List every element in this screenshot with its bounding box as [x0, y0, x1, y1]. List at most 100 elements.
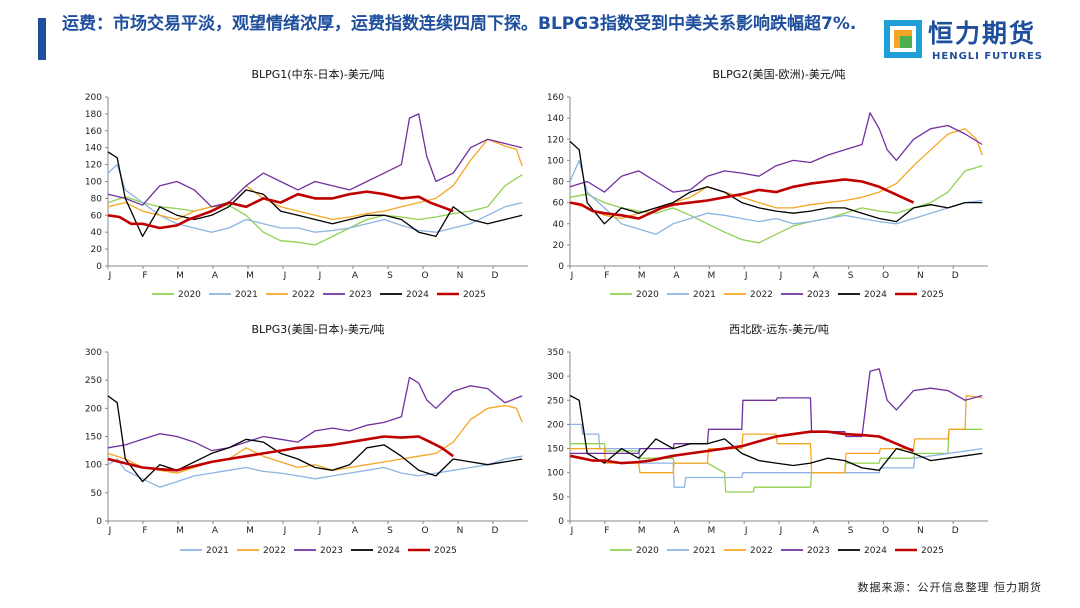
- series-line-2024: [569, 140, 983, 225]
- chart-title: 西北欧-远东-美元/吨: [729, 323, 829, 336]
- x-tick-label: J: [779, 271, 783, 281]
- x-tick-label: O: [421, 271, 428, 281]
- series-line-2020: [107, 174, 523, 246]
- series-line-2025: [107, 435, 454, 472]
- y-tick-label: 0: [558, 517, 564, 527]
- x-tick-label: J: [318, 271, 322, 281]
- legend-label-2021: 2021: [235, 290, 258, 300]
- x-tick-label: J: [318, 526, 322, 536]
- x-tick-label: N: [917, 526, 924, 536]
- x-tick-label: D: [952, 271, 959, 281]
- series-line-2023: [570, 368, 983, 455]
- y-tick-label: 160: [85, 127, 102, 137]
- x-tick-label: M: [246, 271, 254, 281]
- legend-label-2023: 2023: [349, 290, 372, 300]
- x-tick-label: F: [604, 526, 609, 536]
- y-tick-label: 150: [547, 445, 564, 455]
- x-tick-label: N: [457, 271, 464, 281]
- x-tick-label: F: [604, 271, 609, 281]
- x-tick-label: A: [673, 271, 680, 281]
- x-tick-label: F: [142, 526, 147, 536]
- x-tick-label: J: [744, 271, 748, 281]
- y-tick-label: 140: [85, 144, 102, 154]
- series-line-2024: [107, 395, 523, 483]
- y-tick-label: 60: [553, 199, 565, 209]
- chart-title: BLPG2(美国-欧洲)-美元/吨: [712, 68, 845, 81]
- y-tick-label: 180: [85, 110, 102, 120]
- x-tick-label: A: [212, 271, 219, 281]
- y-tick-label: 100: [547, 469, 564, 479]
- logo-text-en: HENGLI FUTURES: [932, 52, 1043, 62]
- series-line-2023: [107, 113, 523, 208]
- x-tick-label: A: [813, 271, 820, 281]
- x-tick-label: J: [570, 526, 574, 536]
- x-tick-label: M: [176, 271, 184, 281]
- y-tick-label: 250: [547, 396, 564, 406]
- series-line-2025: [569, 430, 915, 465]
- x-tick-label: J: [779, 526, 783, 536]
- legend-label-2025: 2025: [463, 290, 486, 300]
- legend-label-2020: 2020: [636, 290, 659, 300]
- legend-label-2024: 2024: [406, 290, 429, 300]
- chart-legend: 2021 2022 2023 2024 2025: [180, 546, 457, 556]
- y-tick-label: 80: [553, 178, 565, 188]
- x-tick-label: A: [673, 526, 680, 536]
- series-line-2022: [107, 138, 523, 221]
- legend-label-2022: 2022: [750, 546, 773, 556]
- y-tick-label: 0: [558, 262, 564, 272]
- y-tick-label: 200: [85, 404, 102, 414]
- series-line-2022: [570, 394, 983, 474]
- y-tick-label: 100: [85, 178, 102, 188]
- y-tick-label: 60: [91, 211, 103, 221]
- chart-2: BLPG2(美国-欧洲)-美元/吨 0 20 40 60 80 100 120 140 160 J F…: [547, 68, 988, 300]
- x-tick-label: M: [638, 271, 646, 281]
- x-tick-label: D: [492, 526, 499, 536]
- x-tick-label: A: [352, 526, 359, 536]
- y-tick-label: 150: [85, 433, 102, 443]
- title-accent-bar: [38, 18, 46, 60]
- legend-label-2023: 2023: [320, 546, 343, 556]
- y-tick-label: 100: [547, 156, 564, 166]
- x-tick-label: D: [952, 526, 959, 536]
- x-tick-label: S: [848, 271, 854, 281]
- series-line-2021: [107, 455, 523, 488]
- chart-4: 西北欧-远东-美元/吨 0 50 100 150 200 250 300 350 J F M A M J J A…: [547, 323, 988, 556]
- y-tick-label: 350: [547, 348, 564, 358]
- legend-label-2021: 2021: [693, 290, 716, 300]
- legend-label-2024: 2024: [864, 546, 887, 556]
- x-tick-label: S: [387, 526, 393, 536]
- legend-label-2024: 2024: [864, 290, 887, 300]
- chart-legend: 2020 2021 2022 2023 2024 2025: [610, 290, 944, 300]
- logo-text-cn: 恒力期货: [928, 19, 1037, 48]
- legend-label-2024: 2024: [377, 546, 400, 556]
- x-tick-label: O: [882, 526, 889, 536]
- y-tick-label: 120: [547, 135, 564, 145]
- chart-3: BLPG3(美国-日本)-美元/吨 0 50 100 150 200 250 300 J F M A M…: [85, 322, 528, 556]
- y-tick-label: 40: [553, 220, 565, 230]
- y-tick-label: 160: [547, 93, 564, 103]
- x-tick-label: M: [707, 271, 715, 281]
- series-line-2021: [570, 423, 983, 488]
- y-tick-label: 300: [547, 372, 564, 382]
- logo-mark-icon: [884, 20, 922, 58]
- series-line-2020: [569, 165, 983, 244]
- series-line-2021: [569, 159, 983, 235]
- x-tick-label: S: [387, 271, 393, 281]
- legend-label-2023: 2023: [807, 290, 830, 300]
- chart-title: BLPG3(美国-日本)-美元/吨: [251, 322, 384, 336]
- series-line-2023: [107, 376, 523, 452]
- y-tick-label: 100: [85, 461, 102, 471]
- legend-label-2022: 2022: [263, 546, 286, 556]
- page-title: 运费：市场交易平淡，观望情绪浓厚，运费指数连续四周下探。BLPG3指数受到中美关…: [62, 14, 857, 34]
- legend-label-2020: 2020: [178, 290, 201, 300]
- legend-label-2025: 2025: [921, 546, 944, 556]
- x-tick-label: J: [108, 271, 112, 281]
- x-tick-label: M: [707, 526, 715, 536]
- x-tick-label: S: [848, 526, 854, 536]
- x-tick-label: N: [457, 526, 464, 536]
- brand-logo: 恒力期货 HENGLI FUTURES: [884, 18, 1074, 64]
- series-line-2021: [107, 163, 523, 233]
- y-tick-label: 140: [547, 114, 564, 124]
- legend-label-2025: 2025: [921, 290, 944, 300]
